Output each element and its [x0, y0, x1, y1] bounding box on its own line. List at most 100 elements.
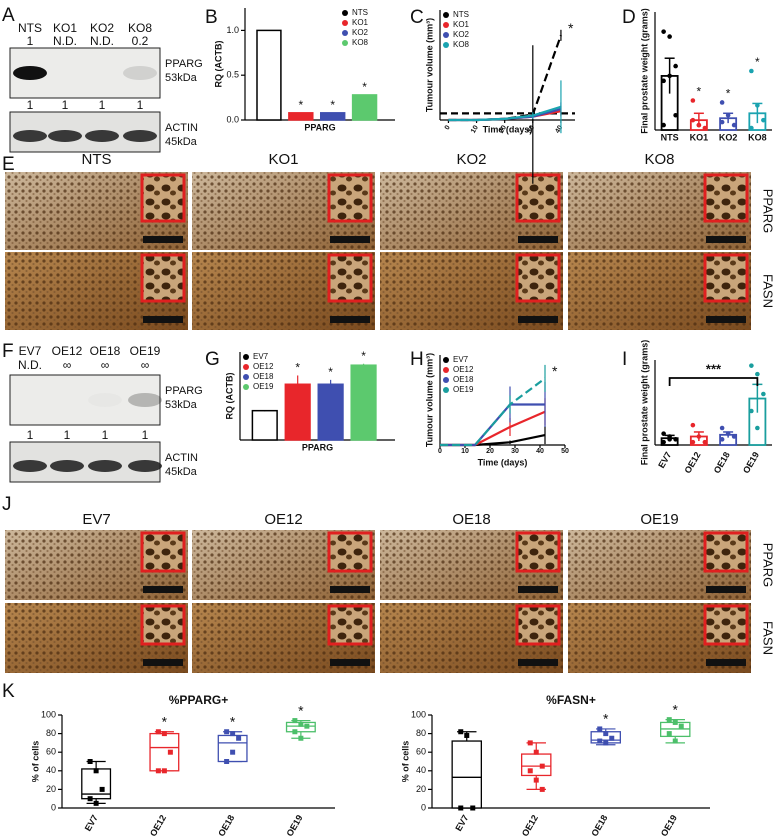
data-point: [690, 422, 696, 428]
data-point: [672, 719, 678, 725]
data-point: [673, 112, 678, 118]
panel-letter: H: [410, 349, 424, 370]
panel-letter: B: [205, 7, 218, 28]
blot-band: [123, 66, 157, 80]
legend-label: OE12: [453, 365, 474, 374]
protein-label: 53kDa: [165, 72, 198, 84]
panel-letter: K: [2, 681, 15, 702]
significance: *: [295, 361, 300, 375]
lane-quant: 1: [137, 98, 144, 112]
row-label: FASN: [761, 274, 776, 308]
y-tick-label: 20: [46, 784, 56, 794]
x-tick-label: 10: [470, 124, 480, 134]
data-point: [224, 729, 230, 735]
data-point: [749, 363, 754, 368]
y-tick-label: 0.0: [226, 114, 239, 124]
data-point: [666, 731, 672, 737]
legend-marker: [443, 367, 449, 373]
protein-label: PPARG: [165, 385, 203, 397]
y-axis-label: Final prostate weight (grams): [639, 340, 649, 466]
data-point: [719, 100, 725, 105]
inset: [515, 531, 561, 573]
x-tick-label: 10: [461, 448, 469, 455]
scale-bar: [706, 659, 746, 666]
legend-marker: [342, 40, 348, 46]
lane-label: KO2: [90, 21, 114, 35]
data-point: [87, 759, 93, 764]
y-tick-label: 60: [46, 747, 56, 757]
legend-label: EV7: [453, 355, 469, 364]
protein-label: 45kDa: [165, 136, 198, 148]
blot-band: [123, 130, 157, 142]
x-tick-label: OE18: [712, 450, 732, 475]
panel-letter: E: [2, 154, 15, 175]
data-point: [755, 103, 760, 108]
data-point: [458, 805, 464, 811]
protein-label: 53kDa: [165, 399, 198, 411]
y-tick-label: 0.5: [226, 70, 239, 80]
lane-quant: 0.2: [132, 34, 149, 48]
x-tick-label: OE18: [589, 813, 609, 838]
scale-bar: [143, 586, 183, 593]
inset: [140, 253, 186, 303]
x-tick-label: 20: [486, 448, 494, 455]
data-point: [678, 723, 684, 729]
data-point: [731, 122, 737, 128]
blot-band: [88, 393, 122, 407]
box: [521, 753, 552, 777]
data-point: [464, 732, 470, 738]
row-label: PPARG: [761, 543, 776, 588]
x-tick-label: EV7: [453, 813, 470, 833]
column-label: NTS: [82, 151, 112, 168]
data-point: [161, 768, 167, 774]
significance: *: [362, 80, 367, 94]
scale-bar: [330, 586, 370, 593]
blot-band: [128, 393, 162, 407]
y-tick-label: 20: [416, 784, 426, 794]
legend-label: OE12: [253, 362, 274, 371]
legend-marker: [243, 374, 249, 380]
data-point: [749, 408, 754, 414]
lane-quant: ∞: [63, 358, 72, 372]
lane-quant: N.D.: [18, 358, 42, 372]
x-tick-label: 0: [438, 448, 442, 455]
x-tick-label: EV7: [83, 813, 100, 833]
bar: [288, 112, 314, 121]
legend-marker: [443, 377, 449, 383]
blot-membrane: [9, 374, 161, 426]
inset: [140, 531, 186, 573]
legend-marker: [342, 10, 348, 16]
data-point: [304, 723, 310, 729]
lane-quant: 1: [142, 428, 149, 442]
significance: *: [230, 713, 236, 729]
x-tick-label: 30: [511, 448, 519, 455]
significance: *: [568, 20, 574, 36]
data-point: [667, 437, 672, 442]
legend-marker: [443, 42, 449, 48]
lane-quant: ∞: [141, 358, 150, 372]
significance: *: [697, 85, 702, 99]
data-point: [673, 437, 678, 442]
data-point: [230, 749, 236, 755]
y-tick-label: 60: [416, 747, 426, 757]
significance: *: [298, 702, 304, 718]
data-point: [761, 117, 766, 123]
y-axis-label: RQ (ACTB): [224, 373, 234, 420]
chart-title: %FASN+: [546, 693, 596, 707]
data-point: [458, 729, 464, 735]
lane-quant: ∞: [101, 358, 110, 372]
blot-band: [50, 460, 84, 472]
x-tick-label: 40: [536, 448, 544, 455]
data-point: [749, 125, 754, 131]
data-point: [236, 735, 242, 741]
significance: ***: [706, 361, 722, 376]
protein-label: ACTIN: [165, 452, 198, 464]
scale-bar: [143, 316, 183, 323]
x-tick-label: OE12: [682, 450, 702, 475]
lane-label: OE18: [90, 344, 121, 358]
panel-letter: J: [2, 494, 12, 515]
y-axis-label: Final prostate weight (grams): [639, 8, 649, 134]
panel-letter: C: [410, 7, 424, 28]
data-point: [609, 735, 615, 741]
x-tick-label: 20: [498, 124, 508, 134]
